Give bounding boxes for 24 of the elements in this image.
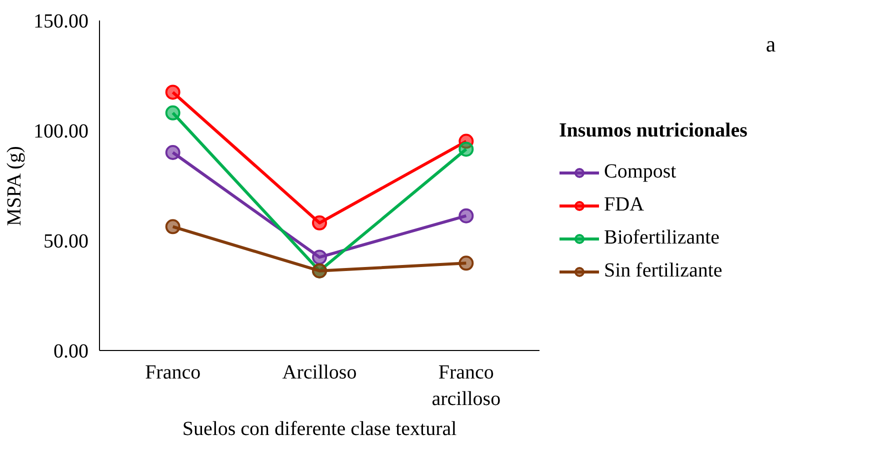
legend-label: Sin fertilizante	[604, 260, 722, 282]
point	[458, 256, 474, 271]
legend-title: Insumos nutricionales	[559, 120, 748, 142]
y-axis-title: MSPA (g)	[4, 146, 26, 226]
point	[165, 105, 180, 120]
x-tick-label: Franco	[145, 362, 201, 384]
legend-label: Biofertilizante	[604, 226, 720, 250]
point	[458, 208, 474, 224]
point	[458, 142, 474, 157]
point	[165, 219, 180, 234]
point	[312, 215, 327, 230]
x-tick-label: Arcilloso	[282, 362, 357, 384]
point	[312, 250, 327, 265]
text: a	[766, 32, 776, 57]
y-tick-label: 150.00	[34, 10, 88, 32]
legend-label: FDA	[604, 194, 644, 216]
x-tick-label: Franco arcilloso	[432, 362, 501, 410]
x-axis-title: Suelos con diferente clase textural	[182, 418, 458, 440]
legend-label: Compost	[604, 160, 676, 184]
y-tick-label: 100.00	[34, 120, 88, 142]
y-tick-label: 0.00	[54, 340, 88, 362]
point	[165, 84, 180, 100]
y-tick-label: 50.00	[44, 230, 88, 252]
point	[165, 145, 180, 160]
